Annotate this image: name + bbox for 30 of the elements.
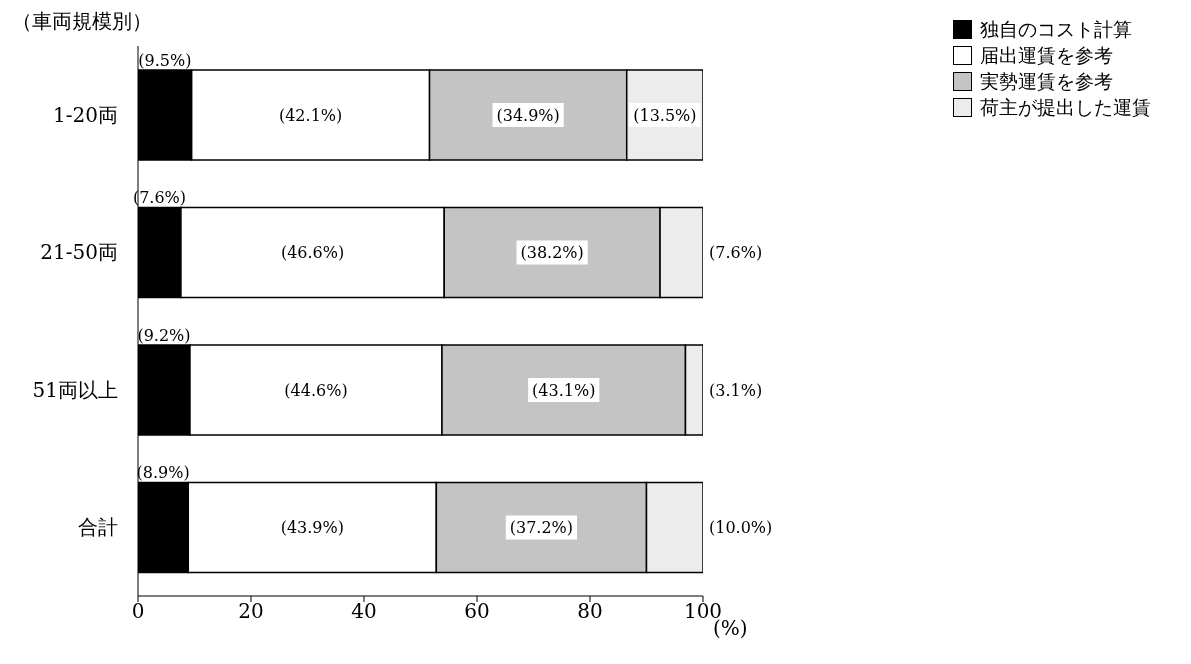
legend-label: 実勢運賃を参考 [980,69,1113,94]
data-label: (34.9%) [496,105,560,125]
data-label: (44.6%) [284,380,348,400]
x-tick-label: 0 [131,599,145,624]
data-label: (9.2%) [137,325,191,345]
data-label: (3.1%) [709,380,763,400]
y-tick-label: 51両以上 [32,377,118,402]
x-tick-label: 40 [351,599,377,624]
data-label: (38.2%) [520,243,584,262]
data-label: (46.6%) [280,243,345,262]
legend-label: 荷主が提出した運賃 [980,95,1151,120]
data-label: (13.5%) [633,105,697,125]
x-tick-label: 20 [238,599,264,624]
data-label: (9.5%) [138,50,192,70]
x-tick-label: 80 [577,599,603,624]
data-label: (10.0%) [709,518,773,537]
legend-label: 独自のコスト計算 [980,17,1132,42]
y-tick-label: 21-50両 [40,240,118,265]
y-tick-label: 1-20両 [53,102,118,127]
data-label: (43.1%) [532,380,596,400]
data-label: (7.6%) [132,188,187,207]
data-label: (8.9%) [136,463,190,482]
legend-label: 届出運賃を参考 [980,43,1113,68]
data-label: (7.6%) [709,243,763,262]
data-label: (43.9%) [280,518,344,537]
data-label: (37.2%) [509,518,574,537]
x-tick-label: 60 [464,599,490,624]
y-axis-title: （車両規模別） [12,9,152,33]
y-tick-label: 合計 [78,515,118,540]
data-label: (42.1%) [278,105,343,125]
